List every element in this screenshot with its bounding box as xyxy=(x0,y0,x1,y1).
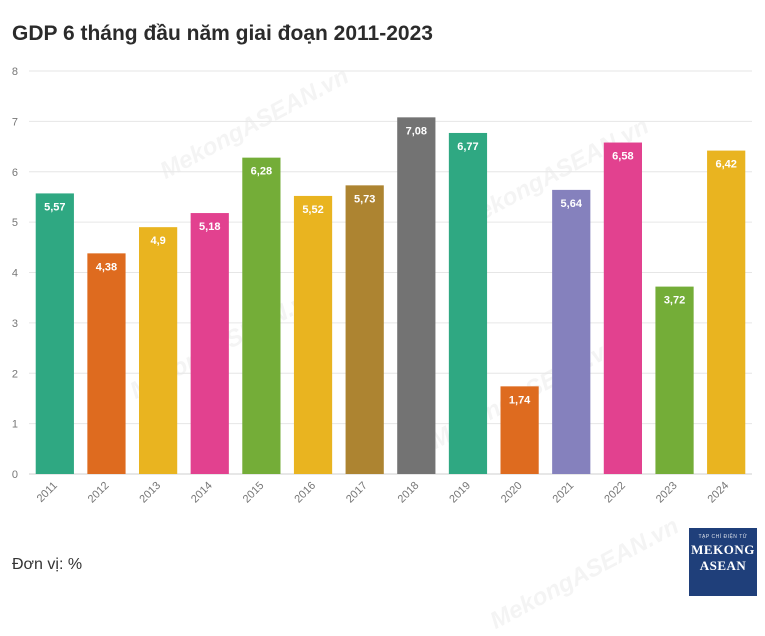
bar-chart: 0 1 2 3 4 5 6 7 8 5,57 2011 4,38 2012 4,9 2013 5,18 2014… xyxy=(12,66,752,506)
bar-value-label: 3,72 xyxy=(664,295,685,307)
x-tick-label: 2023 xyxy=(654,480,680,506)
bar-value-label: 5,57 xyxy=(44,201,65,213)
bar xyxy=(293,195,333,474)
x-tick-label: 2013 xyxy=(137,480,163,506)
unit-label: Đơn vị: % xyxy=(12,556,83,573)
y-tick-label: 8 xyxy=(12,66,18,78)
y-tick-label: 0 xyxy=(12,469,18,481)
logo-small-text: TẠP CHÍ ĐIỆN TỬ xyxy=(698,534,748,540)
bar-value-label: 5,64 xyxy=(561,198,583,210)
y-tick-label: 2 xyxy=(12,368,18,380)
bar-value-label: 5,18 xyxy=(199,221,220,233)
bar xyxy=(190,213,229,474)
x-tick-label: 2012 xyxy=(86,480,112,506)
bar xyxy=(500,386,539,474)
bar xyxy=(397,117,436,474)
x-tick-label: 2018 xyxy=(396,480,422,506)
bar xyxy=(448,132,488,474)
logo-line2: ASEAN xyxy=(699,558,747,573)
y-tick-label: 1 xyxy=(12,419,18,431)
bar-value-label: 6,28 xyxy=(251,166,272,178)
x-tick-label: 2021 xyxy=(551,480,577,506)
bar xyxy=(707,150,746,474)
bar xyxy=(603,142,643,474)
bar-value-label: 1,74 xyxy=(509,394,531,406)
bar-value-label: 6,77 xyxy=(457,141,478,153)
bar-value-label: 4,9 xyxy=(150,235,165,247)
y-tick-label: 5 xyxy=(12,217,18,229)
x-tick-label: 2024 xyxy=(706,480,732,506)
x-tick-label: 2014 xyxy=(189,480,215,506)
chart-title: GDP 6 tháng đầu năm giai đoạn 2011-2023 xyxy=(12,22,433,45)
bar-value-label: 4,38 xyxy=(96,261,117,273)
x-tick-label: 2019 xyxy=(447,480,473,506)
y-tick-label: 4 xyxy=(12,268,18,280)
bar xyxy=(35,193,74,474)
bar-value-label: 5,52 xyxy=(302,204,323,216)
bar xyxy=(138,227,178,474)
x-tick-label: 2011 xyxy=(35,480,60,505)
logo-line1: MEKONG xyxy=(691,542,755,557)
y-tick-label: 3 xyxy=(12,318,18,330)
x-tick-label: 2016 xyxy=(292,480,318,506)
bar xyxy=(552,189,591,474)
bar-value-label: 5,73 xyxy=(354,193,375,205)
x-tick-label: 2017 xyxy=(344,480,370,506)
y-tick-label: 6 xyxy=(12,167,18,179)
x-tick-label: 2020 xyxy=(499,480,525,506)
bar xyxy=(345,185,384,474)
mekongasean-logo: TẠP CHÍ ĐIỆN TỬ MEKONG ASEAN xyxy=(689,528,757,596)
bar xyxy=(87,253,126,474)
bar-value-label: 7,08 xyxy=(406,125,427,137)
x-tick-label: 2022 xyxy=(602,480,628,506)
bar-value-label: 6,42 xyxy=(715,159,736,171)
x-tick-label: 2015 xyxy=(241,480,267,506)
bar-value-label: 6,58 xyxy=(612,151,633,163)
y-tick-label: 7 xyxy=(12,116,18,128)
bar xyxy=(242,157,281,474)
bar xyxy=(655,286,694,474)
